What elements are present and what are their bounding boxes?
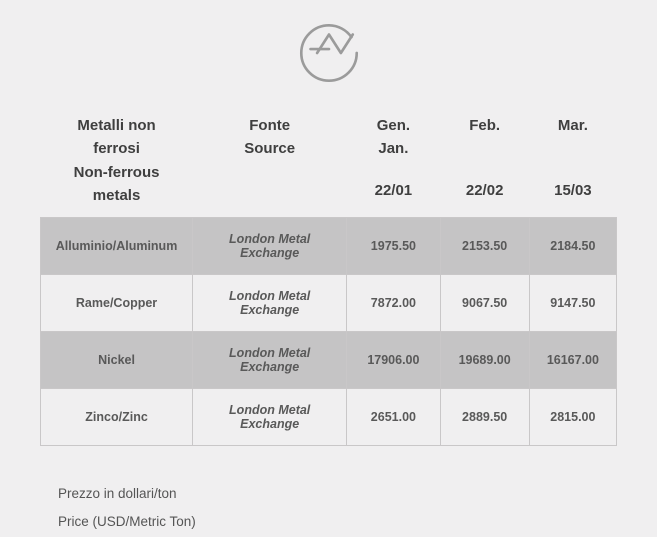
col-header-month-2: Feb. (440, 108, 529, 179)
metal-header-line2: ferrosi (93, 140, 140, 157)
cell-value: 9147.50 (529, 275, 616, 332)
col-header-month-3: Mar. (529, 108, 616, 179)
cell-metal-name: Rame/Copper (41, 275, 193, 332)
table-row: Rame/Copper London Metal Exchange 7872.0… (41, 275, 617, 332)
footnotes: Prezzo in dollari/ton Price (USD/Metric … (58, 480, 617, 537)
cell-metal-name: Nickel (41, 332, 193, 389)
col-subheader-date-2: 22/02 (440, 179, 529, 217)
brand-logo-icon (296, 20, 362, 86)
metal-header-line3: Non-ferrous (74, 164, 160, 181)
cell-source: London Metal Exchange (193, 389, 347, 446)
col-header-month-1: Gen. Jan. (347, 108, 440, 179)
cell-metal-name: Alluminio/Aluminum (41, 218, 193, 275)
cell-value: 2184.50 (529, 218, 616, 275)
cell-source: London Metal Exchange (193, 218, 347, 275)
metal-header-line1: Metalli non (77, 117, 155, 134)
footnote-line-1: Prezzo in dollari/ton (58, 480, 617, 508)
metal-header-line4: metals (93, 187, 141, 204)
cell-value: 19689.00 (440, 332, 529, 389)
source-header-line2: Source (244, 140, 295, 157)
table-row: Nickel London Metal Exchange 17906.00 19… (41, 332, 617, 389)
cell-metal-name: Zinco/Zinc (41, 389, 193, 446)
cell-value: 2651.00 (347, 389, 440, 446)
cell-value: 2815.00 (529, 389, 616, 446)
metals-price-table: Metalli non ferrosi Non-ferrous metals F… (40, 108, 617, 446)
logo-container (40, 20, 617, 86)
cell-value: 2153.50 (440, 218, 529, 275)
cell-value: 1975.50 (347, 218, 440, 275)
cell-value: 7872.00 (347, 275, 440, 332)
table-header: Metalli non ferrosi Non-ferrous metals F… (41, 108, 617, 218)
col-header-metal: Metalli non ferrosi Non-ferrous metals (41, 108, 193, 218)
month1-it: Gen. (377, 117, 410, 134)
cell-source: London Metal Exchange (193, 275, 347, 332)
table-row: Alluminio/Aluminum London Metal Exchange… (41, 218, 617, 275)
cell-source: London Metal Exchange (193, 332, 347, 389)
table-row: Zinco/Zinc London Metal Exchange 2651.00… (41, 389, 617, 446)
cell-value: 9067.50 (440, 275, 529, 332)
col-subheader-date-3: 15/03 (529, 179, 616, 217)
month3-it: Mar. (558, 117, 588, 134)
cell-value: 17906.00 (347, 332, 440, 389)
source-header-line1: Fonte (249, 117, 290, 134)
month2-it: Feb. (469, 117, 500, 134)
month1-en: Jan. (378, 140, 408, 157)
page-root: Metalli non ferrosi Non-ferrous metals F… (0, 0, 657, 537)
table-body: Alluminio/Aluminum London Metal Exchange… (41, 218, 617, 446)
col-subheader-date-1: 22/01 (347, 179, 440, 217)
col-header-source: Fonte Source (193, 108, 347, 218)
cell-value: 16167.00 (529, 332, 616, 389)
cell-value: 2889.50 (440, 389, 529, 446)
